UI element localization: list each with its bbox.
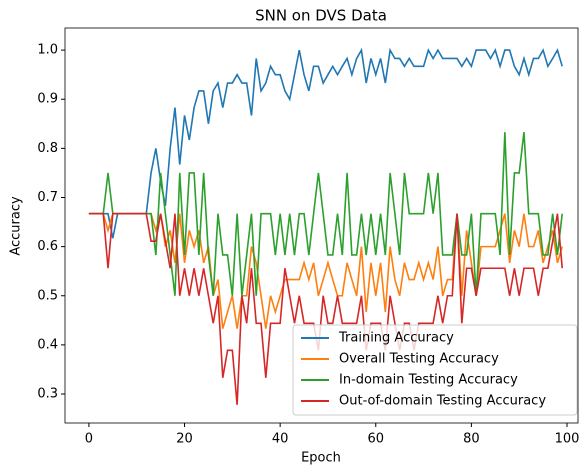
x-tick-label: 20 — [176, 432, 193, 447]
legend-box — [292, 324, 578, 416]
y-tick-label: 0.6 — [37, 239, 58, 254]
y-tick-label: 0.5 — [37, 288, 58, 303]
y-tick-label: 1.0 — [37, 43, 58, 58]
y-tick-label: 0.4 — [37, 337, 58, 352]
legend-label: Training Accuracy — [338, 331, 454, 346]
series-line — [88, 212, 564, 405]
y-tick-label: 0.9 — [37, 92, 58, 107]
x-tick-label: 60 — [367, 432, 384, 447]
y-tick-label: 0.7 — [37, 190, 58, 205]
x-tick-label: 40 — [272, 432, 289, 447]
axes-frame — [64, 27, 579, 424]
x-axis-label: Epoch — [301, 451, 341, 466]
x-tick-label: 80 — [463, 432, 480, 447]
legend-label: Overall Testing Accuracy — [339, 352, 499, 367]
y-tick-label: 0.8 — [37, 141, 58, 156]
x-tick-label: 100 — [555, 432, 579, 447]
x-tick-label: 0 — [85, 432, 93, 447]
y-tick-label: 0.3 — [37, 387, 58, 402]
series-line — [88, 47, 563, 239]
series-line — [88, 132, 564, 296]
y-axis-label: Accuracy — [9, 196, 24, 256]
legend-label: In-domain Testing Accuracy — [339, 373, 518, 388]
chart-title: SNN on DVS Data — [255, 7, 387, 25]
legend-label: Out-of-domain Testing Accuracy — [339, 394, 546, 409]
